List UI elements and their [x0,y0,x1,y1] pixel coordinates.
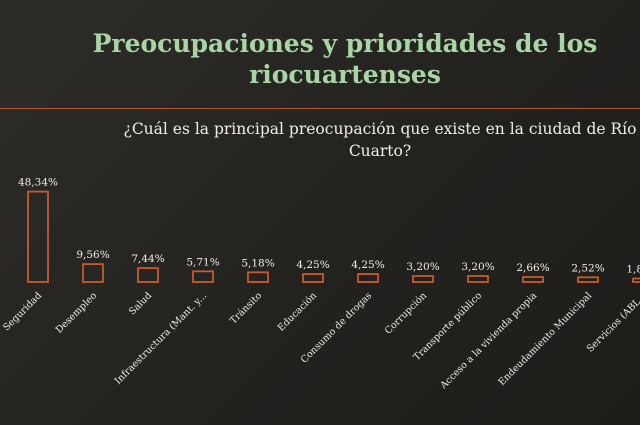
category-label-seguridad: Seguridad [1,290,44,333]
bar-corrupcion [412,275,434,283]
bar-educacion [302,273,324,283]
bar-transito [247,271,269,283]
data-label-acceso-a-la-vivienda-propia: 2,66% [516,262,549,274]
data-label-consumo-de-drogas: 4,25% [351,259,384,271]
data-label-seguridad: 48,34% [18,177,58,189]
question-line-1: ¿Cuál es la principal preocupación que e… [123,120,637,138]
category-label-servicios-abl: Servicios (ABL... [585,290,640,354]
question-line-2: Cuarto? [348,142,412,160]
data-label-corrupcion: 3,20% [406,261,439,273]
category-label-endeudamiento-municipal: Endeudamiento Municipal [496,290,594,388]
category-label-educacion: Educación [276,290,319,333]
bar-consumo-de-drogas [357,273,379,283]
bar-group [27,190,640,283]
data-label-desempleo: 9,56% [76,249,109,261]
bar-seguridad [27,190,49,283]
bar-endeudamiento-municipal [577,276,599,283]
category-label-acceso-a-la-vivienda-propia: Acceso a la vivienda propia [438,290,540,392]
bar-salud [137,267,159,283]
data-label-salud: 7,44% [131,253,164,265]
bar-infraestructura-mant-y [192,270,214,283]
data-label-endeudamiento-municipal: 2,52% [571,262,604,274]
data-label-group: 48,34% 9,56% 7,44% 5,71% 5,18% 4,25% 4,25% 3,20… [18,177,640,276]
category-label-transito: Tránsito [228,290,264,326]
bar-transporte-publico [467,275,489,283]
data-label-transito: 5,18% [241,257,274,269]
slide-title: Preocupaciones y prioridades de los rioc… [92,29,598,89]
category-label-salud: Salud [127,290,154,317]
category-label-corrupcion: Corrupción [383,290,429,336]
data-label-servicios-abl: 1,85% [626,264,640,276]
bar-servicios-abl [632,277,640,283]
bar-desempleo [82,263,104,283]
data-label-educacion: 4,25% [296,259,329,271]
category-label-desempleo: Desempleo [54,290,100,336]
chart-question: ¿Cuál es la principal preocupación que e… [80,118,640,162]
data-label-infraestructura-mant-y: 5,71% [186,256,219,268]
title-divider [0,108,640,109]
data-label-transporte-publico: 3,20% [461,261,494,273]
bar-acceso-a-la-vivienda-propia [522,276,544,283]
category-label-infraestructura-mant-y: Infraestructura (Mant. y... [113,290,209,386]
